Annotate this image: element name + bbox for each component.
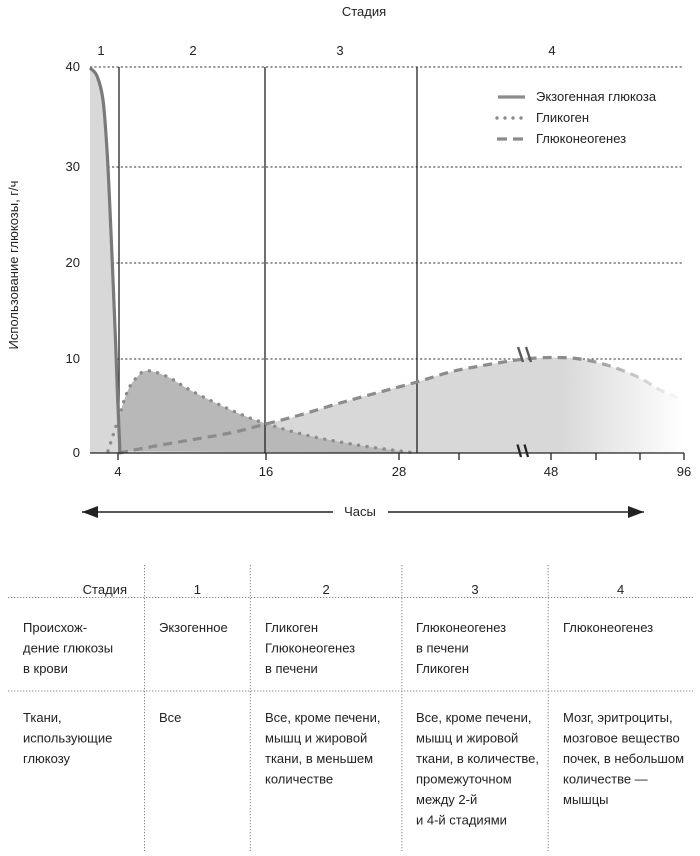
svg-text:Глюконеогенез: Глюконеогенез (416, 620, 506, 635)
svg-text:3: 3 (336, 43, 343, 58)
svg-text:мышц и жировой: мышц и жировой (265, 731, 367, 746)
svg-text:количестве: количестве (265, 772, 333, 787)
svg-text:и 4-й стадиями: и 4-й стадиями (416, 813, 507, 828)
svg-text:дение глюкозы: дение глюкозы (23, 641, 113, 656)
svg-text:Гликоген: Гликоген (536, 110, 589, 125)
svg-text:Мозг, эритроциты,: Мозг, эритроциты, (563, 710, 673, 725)
svg-text:40: 40 (66, 59, 80, 74)
svg-text:3: 3 (471, 582, 478, 597)
svg-text:Ткани,: Ткани, (23, 710, 62, 725)
svg-text:Глюконеогенез: Глюконеогенез (563, 620, 653, 635)
svg-text:мозговое вещество: мозговое вещество (563, 731, 680, 746)
svg-text:30: 30 (66, 159, 80, 174)
svg-text:1: 1 (97, 43, 104, 58)
svg-text:в печени: в печени (416, 641, 469, 656)
svg-text:в печени: в печени (265, 661, 318, 676)
svg-text:мышц и жировой: мышц и жировой (416, 731, 518, 746)
svg-text:Все: Все (159, 710, 181, 725)
svg-text:почек, в небольшом: почек, в небольшом (563, 751, 684, 766)
svg-text:2: 2 (322, 582, 329, 597)
svg-text:Происхож-: Происхож- (23, 620, 87, 635)
svg-text:Экзогенное: Экзогенное (159, 620, 228, 635)
svg-text:16: 16 (259, 464, 273, 479)
svg-text:4: 4 (114, 464, 121, 479)
svg-text:Часы: Часы (344, 504, 376, 519)
svg-text:Все, кроме печени,: Все, кроме печени, (265, 710, 380, 725)
svg-text:в крови: в крови (23, 661, 68, 676)
svg-text:48: 48 (544, 464, 558, 479)
svg-text:Экзогенная глюкоза: Экзогенная глюкоза (536, 89, 657, 104)
svg-text:Гликоген: Гликоген (265, 620, 318, 635)
svg-text:96: 96 (677, 464, 691, 479)
svg-text:2: 2 (189, 43, 196, 58)
svg-text:0: 0 (73, 445, 80, 460)
svg-text:1: 1 (194, 582, 201, 597)
svg-text:Стадия: Стадия (342, 4, 386, 19)
svg-text:Глюконеогенез: Глюконеогенез (536, 131, 626, 146)
svg-text:глюкозу: глюкозу (23, 751, 71, 766)
svg-text:Использование глюкозы, г/ч: Использование глюкозы, г/ч (6, 181, 21, 350)
svg-text:Гликоген: Гликоген (416, 661, 469, 676)
svg-text:28: 28 (392, 464, 406, 479)
svg-text:4: 4 (617, 582, 624, 597)
svg-text:Глюконеогенез: Глюконеогенез (265, 641, 355, 656)
svg-text:между 2-й: между 2-й (416, 792, 477, 807)
svg-text:Все, кроме печени,: Все, кроме печени, (416, 710, 531, 725)
svg-text:4: 4 (548, 43, 555, 58)
svg-text:промежуточном: промежуточном (416, 772, 512, 787)
svg-text:мышцы: мышцы (563, 792, 609, 807)
svg-text:использующие: использующие (23, 731, 112, 746)
svg-text:10: 10 (66, 351, 80, 366)
svg-text:20: 20 (66, 255, 80, 270)
svg-text:Стадия: Стадия (83, 582, 127, 597)
svg-text:ткани, в количестве,: ткани, в количестве, (416, 751, 539, 766)
svg-text:ткани, в меньшем: ткани, в меньшем (265, 751, 373, 766)
svg-text:количестве —: количестве — (563, 772, 648, 787)
